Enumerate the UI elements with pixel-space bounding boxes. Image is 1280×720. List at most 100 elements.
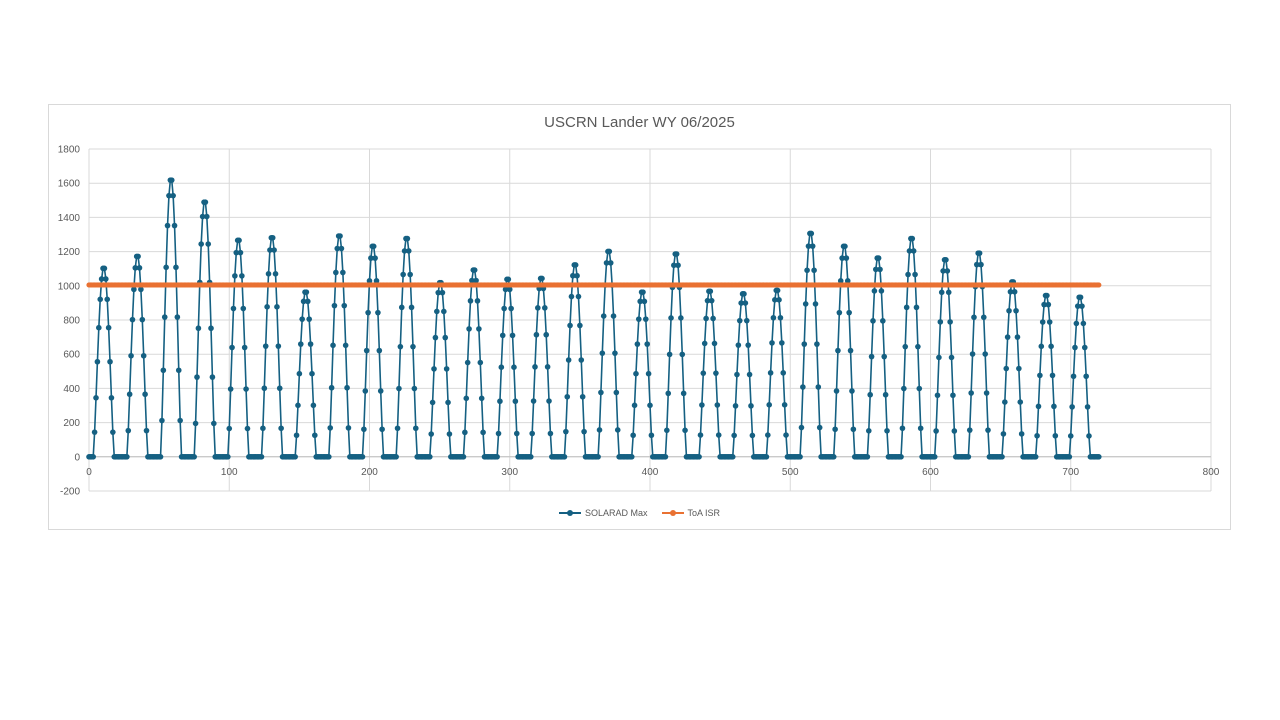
series-solarad-point bbox=[260, 425, 266, 432]
series-solarad-point bbox=[610, 313, 617, 319]
series-solarad-point bbox=[948, 354, 955, 361]
series-solarad-point bbox=[370, 243, 377, 250]
series-solarad-point bbox=[1086, 433, 1092, 439]
series-solarad-point bbox=[1066, 454, 1073, 460]
series-solarad-point bbox=[735, 342, 742, 348]
series-solarad-point bbox=[166, 192, 172, 199]
series-solarad-point bbox=[476, 326, 482, 332]
series-solarad-point bbox=[940, 268, 946, 274]
series-solarad-point bbox=[680, 390, 687, 397]
series-solarad-point bbox=[462, 429, 468, 436]
series-solarad-point bbox=[668, 315, 674, 321]
series-solarad-point bbox=[443, 366, 450, 372]
series-solarad-point bbox=[634, 341, 641, 347]
series-solarad-point bbox=[780, 370, 787, 376]
y-tick-label: 400 bbox=[63, 384, 80, 395]
series-solarad-point bbox=[533, 331, 540, 338]
series-solarad-point bbox=[505, 276, 512, 283]
series-solarad-point bbox=[303, 289, 310, 295]
series-solarad-point bbox=[678, 315, 684, 321]
series-solarad-point bbox=[91, 429, 98, 435]
series-solarad-point bbox=[407, 271, 413, 278]
series-solarad-point bbox=[937, 319, 944, 325]
series-solarad-point bbox=[101, 265, 108, 272]
y-tick-label: 0 bbox=[74, 452, 80, 463]
series-solarad-point bbox=[1016, 365, 1022, 372]
series-solarad-point bbox=[195, 325, 202, 332]
series-solarad-point bbox=[873, 266, 879, 273]
series-solarad-point bbox=[741, 291, 747, 297]
series-solarad-point bbox=[125, 427, 132, 434]
series-solarad-point bbox=[772, 297, 778, 303]
series-solarad-point bbox=[641, 298, 648, 305]
series-solarad-point bbox=[309, 370, 315, 377]
series-solarad-point bbox=[903, 304, 910, 311]
series-solarad-point bbox=[142, 391, 148, 398]
series-solarad-point bbox=[271, 247, 277, 253]
series-solarad-point bbox=[205, 241, 212, 247]
series-solarad-point bbox=[326, 454, 332, 460]
series-solarad-point bbox=[275, 343, 282, 349]
series-solarad-point bbox=[495, 430, 502, 437]
series-solarad-point bbox=[1018, 431, 1025, 437]
y-tick-label: 1800 bbox=[58, 145, 81, 156]
series-solarad-point bbox=[429, 399, 436, 406]
series-solarad-point bbox=[240, 305, 247, 312]
series-solarad-point bbox=[464, 359, 471, 366]
series-solarad-point bbox=[372, 255, 378, 261]
series-solarad-point bbox=[434, 308, 440, 315]
series-solarad-point bbox=[466, 326, 472, 332]
series-solarad-point bbox=[679, 351, 686, 358]
series-solarad-point bbox=[1049, 372, 1056, 379]
series-solarad-point bbox=[365, 309, 371, 316]
tick-layer: -200 0 200 400 600 800 1000 1200 1400 1600 1800 0 10… bbox=[58, 145, 1220, 498]
series-solarad-point bbox=[359, 454, 366, 460]
series-solarad-point bbox=[781, 402, 788, 408]
series-solarad-point bbox=[304, 298, 311, 305]
series-solarad-point bbox=[966, 427, 973, 433]
series-solarad-point bbox=[512, 398, 519, 405]
series-solarad-point bbox=[916, 385, 923, 392]
series-solarad-point bbox=[640, 289, 646, 295]
series-solarad-point bbox=[843, 255, 850, 261]
series-solarad-point bbox=[361, 426, 367, 433]
series-solarad-point bbox=[460, 454, 467, 460]
series-solarad-point bbox=[777, 314, 784, 321]
series-solarad-point bbox=[913, 304, 920, 311]
series-solarad-point bbox=[345, 425, 352, 431]
series-solarad-point bbox=[969, 351, 976, 357]
series-solarad-point bbox=[124, 454, 130, 460]
series-solarad-point bbox=[398, 304, 405, 311]
series-solarad-point bbox=[98, 276, 105, 282]
series-solarad-point bbox=[474, 298, 481, 304]
series-solarad-point bbox=[564, 393, 571, 400]
x-tick-label: 800 bbox=[1203, 467, 1220, 478]
series-solarad-point bbox=[812, 301, 819, 307]
series-solarad-point bbox=[835, 347, 841, 354]
series-solarad-point bbox=[442, 334, 449, 341]
series-solarad-point bbox=[408, 304, 415, 311]
series-toa-point bbox=[1096, 282, 1102, 288]
series-solarad-point bbox=[94, 358, 101, 365]
series-solarad-point bbox=[901, 385, 907, 392]
series-solarad-point bbox=[811, 267, 817, 274]
series-solarad-point bbox=[362, 388, 369, 394]
series-solarad-point bbox=[645, 370, 652, 377]
series-solarad-point bbox=[696, 454, 702, 460]
series-solarad-point bbox=[572, 262, 579, 268]
series-solarad-point bbox=[400, 271, 406, 278]
series-solarad-point bbox=[90, 454, 97, 460]
series-solarad-point bbox=[306, 316, 312, 322]
series-solarad-point bbox=[1038, 343, 1045, 350]
series-solarad-point bbox=[499, 332, 506, 339]
series-solarad-point bbox=[877, 266, 883, 273]
series-solarad-point bbox=[299, 316, 305, 322]
series-solarad-point bbox=[344, 384, 350, 391]
series-solarad-point bbox=[665, 390, 672, 397]
series-solarad-point bbox=[973, 261, 980, 268]
series-solarad-point bbox=[847, 347, 854, 354]
series-solarad-point bbox=[192, 420, 199, 427]
series-solarad-point bbox=[931, 454, 938, 460]
series-solarad-point bbox=[1052, 432, 1059, 439]
series-solarad-point bbox=[312, 432, 318, 439]
